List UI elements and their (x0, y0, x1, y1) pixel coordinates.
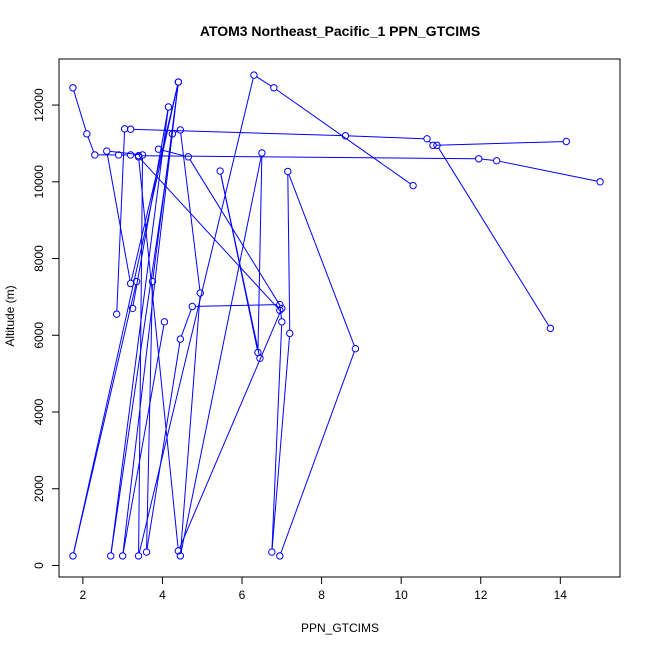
x-tick-label: 4 (159, 588, 166, 602)
x-tick-label: 12 (474, 588, 488, 602)
y-tick-label: 4000 (32, 398, 46, 425)
y-tick-label: 0 (32, 562, 46, 569)
y-axis-label: Altitude (m) (3, 285, 17, 346)
x-tick-label: 2 (80, 588, 87, 602)
x-tick-label: 8 (318, 588, 325, 602)
x-tick-label: 6 (239, 588, 246, 602)
x-tick-label: 10 (394, 588, 408, 602)
y-tick-label: 6000 (32, 322, 46, 349)
x-tick-label: 14 (554, 588, 568, 602)
x-axis-label: PPN_GTCIMS (301, 621, 379, 635)
y-tick-label: 10000 (32, 165, 46, 199)
y-tick-label: 8000 (32, 245, 46, 272)
y-tick-label: 2000 (32, 475, 46, 502)
y-tick-label: 12000 (32, 88, 46, 122)
chart-title: ATOM3 Northeast_Pacific_1 PPN_GTCIMS (200, 23, 480, 39)
